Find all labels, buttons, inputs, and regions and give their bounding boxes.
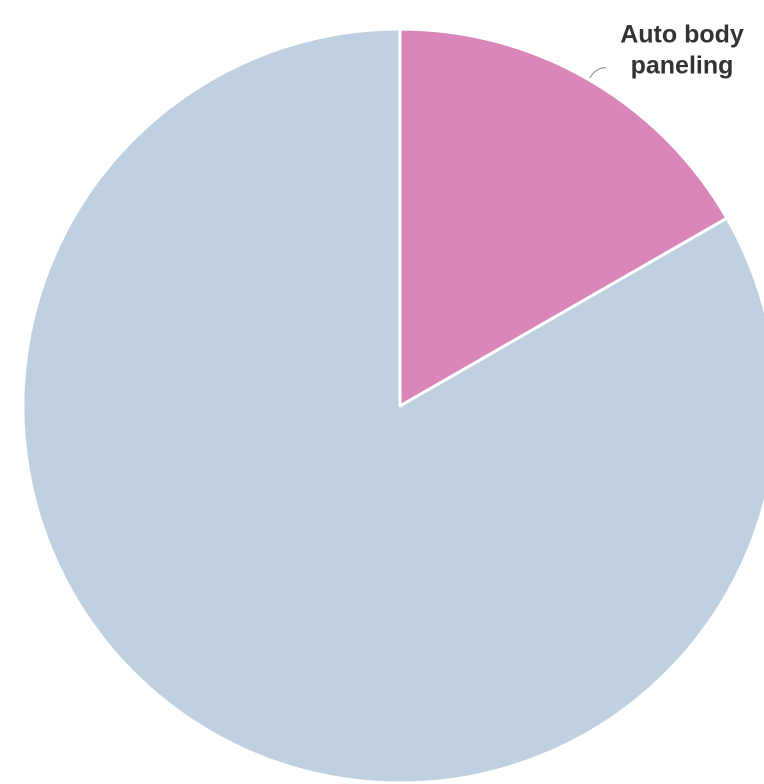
slice-label-line: Auto body [620,21,744,49]
pie-slice-0 [398,27,729,408]
slice-label-line: paneling [631,52,734,80]
slice-label-leader-line [589,67,606,79]
pie-slice-1 [21,27,764,784]
slice-label: Auto body paneling [620,21,744,80]
